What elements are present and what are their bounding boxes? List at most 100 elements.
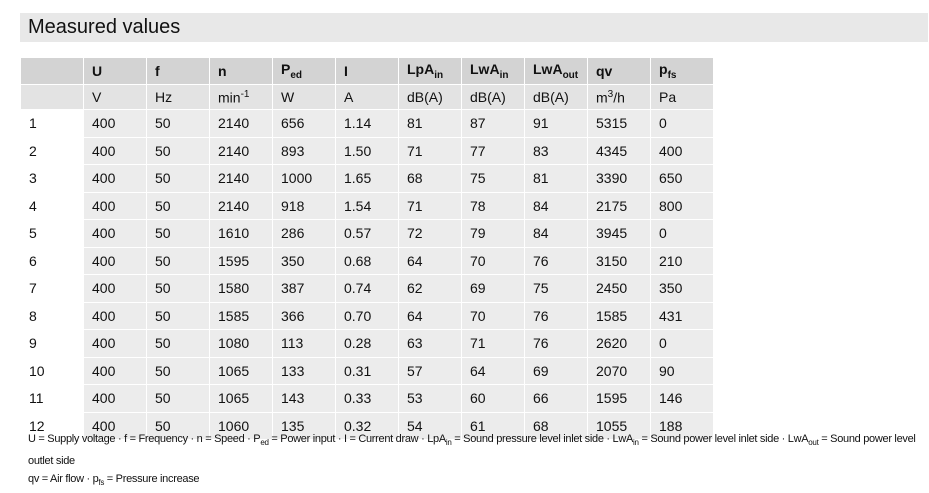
data-cell: 400	[83, 164, 147, 193]
data-cell: 0.31	[335, 356, 399, 385]
data-cell: 50	[146, 164, 210, 193]
data-cell: 50	[146, 109, 210, 138]
unit-cell: m3/h	[587, 84, 651, 110]
data-cell: 400	[83, 356, 147, 385]
data-row: 4 400 50 2140 918 1.54 71 78 84 2175 800	[20, 191, 714, 220]
text-part: fs	[98, 478, 105, 488]
data-cell: 1055	[587, 411, 651, 440]
text-part: LwA	[470, 61, 500, 78]
data-cell: 0	[650, 219, 714, 248]
row-number: 7	[20, 274, 84, 303]
header-cell: pfs	[650, 57, 714, 85]
data-cell: 400	[83, 274, 147, 303]
data-cell: 800	[650, 191, 714, 220]
data-cell: 3945	[587, 219, 651, 248]
text-part: dB(A)	[407, 89, 443, 105]
data-cell: 64	[398, 301, 462, 330]
text-part: n	[218, 63, 227, 79]
text-part: I	[344, 63, 348, 79]
text-part: = Sound pressure level inlet side · LwA	[451, 433, 634, 445]
data-row: 1 400 50 2140 656 1.14 81 87 91 5315 0	[20, 109, 714, 138]
data-cell: 400	[650, 136, 714, 165]
text-part: f	[155, 63, 160, 79]
data-cell: 0.68	[335, 246, 399, 275]
data-cell: 143	[272, 384, 336, 413]
text-part: min	[218, 89, 241, 106]
data-cell: 286	[272, 219, 336, 248]
text-part: /h	[613, 89, 625, 106]
text-part: -1	[240, 88, 250, 100]
row-number: 2	[20, 136, 84, 165]
data-cell: 1.54	[335, 191, 399, 220]
data-cell: 1.50	[335, 136, 399, 165]
data-cell: 60	[461, 384, 525, 413]
data-cell: 1585	[209, 301, 273, 330]
data-cell: 1000	[272, 164, 336, 193]
data-cell: 5315	[587, 109, 651, 138]
data-cell: 78	[461, 191, 525, 220]
data-cell: 400	[83, 329, 147, 358]
data-cell: 50	[146, 274, 210, 303]
data-cell: 90	[650, 356, 714, 385]
text-part: 3	[607, 88, 614, 100]
row-number: 6	[20, 246, 84, 275]
data-cell: 113	[272, 329, 336, 358]
data-cell: 4345	[587, 136, 651, 165]
data-cell: 2620	[587, 329, 651, 358]
text-part: LwA	[533, 61, 563, 78]
data-cell: 0.70	[335, 301, 399, 330]
text-part: in	[445, 438, 452, 448]
footnote-line: U = Supply voltage · f = Frequency · n =…	[28, 430, 929, 470]
data-cell: 2175	[587, 191, 651, 220]
data-cell: 0.32	[335, 411, 399, 440]
header-cell: U	[83, 57, 147, 85]
data-cell: 1595	[209, 246, 273, 275]
row-number: 3	[20, 164, 84, 193]
text-part: A	[344, 89, 354, 105]
data-cell: 71	[461, 329, 525, 358]
row-number: 1	[20, 109, 84, 138]
data-cell: 76	[524, 301, 588, 330]
data-row: 7 400 50 1580 387 0.74 62 69 75 2450 350	[20, 274, 714, 303]
row-number: 10	[20, 356, 84, 385]
data-cell: 1585	[587, 301, 651, 330]
text-part: in	[633, 438, 639, 448]
data-cell: 1580	[209, 274, 273, 303]
header-cell: LwAout	[524, 57, 588, 85]
unit-cell: dB(A)	[524, 84, 588, 110]
data-cell: 133	[272, 356, 336, 385]
data-cell: 146	[650, 384, 714, 413]
text-part: in	[499, 69, 509, 81]
data-cell: 2140	[209, 109, 273, 138]
row-number: 5	[20, 219, 84, 248]
data-row: 10 400 50 1065 133 0.31 57 64 69 2070 90	[20, 356, 714, 385]
data-cell: 71	[398, 136, 462, 165]
row-number: 4	[20, 191, 84, 220]
unit-cell: A	[335, 84, 399, 110]
data-cell: 387	[272, 274, 336, 303]
data-cell: 400	[83, 301, 147, 330]
data-cell: 0.33	[335, 384, 399, 413]
data-cell: 893	[272, 136, 336, 165]
data-cell: 1.14	[335, 109, 399, 138]
data-cell: 366	[272, 301, 336, 330]
unit-cell: Hz	[146, 84, 210, 110]
data-cell: 72	[398, 219, 462, 248]
text-part: LpA	[407, 61, 435, 78]
data-cell: 1610	[209, 219, 273, 248]
data-cell: 68	[524, 411, 588, 440]
data-cell: 64	[461, 356, 525, 385]
unit-cell: min-1	[209, 84, 273, 110]
text-part: = Sound power level outlet side	[28, 433, 916, 468]
data-cell: 69	[524, 356, 588, 385]
data-cell: 1595	[587, 384, 651, 413]
corner-cell	[20, 57, 84, 85]
data-cell: 350	[650, 274, 714, 303]
text-part: qv = Air flow · p	[28, 473, 99, 486]
row-number: 12	[20, 411, 84, 440]
data-cell: 69	[461, 274, 525, 303]
text-part: p	[659, 61, 668, 78]
data-cell: 68	[398, 164, 462, 193]
text-part: V	[92, 89, 102, 105]
